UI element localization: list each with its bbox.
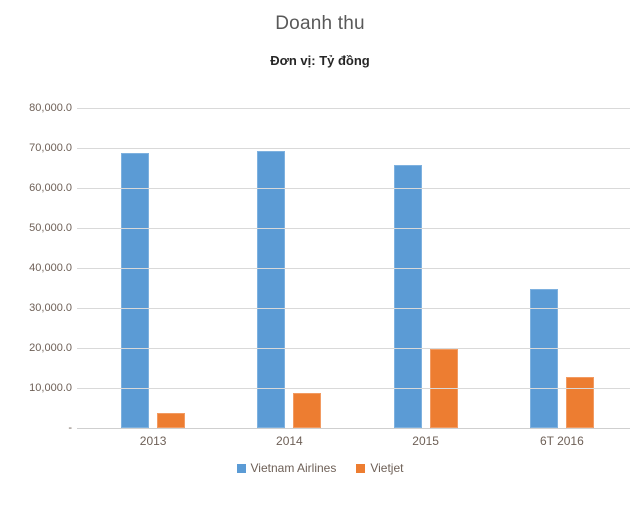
legend: Vietnam Airlines Vietjet	[0, 461, 640, 475]
y-tick-label: 20,000.0	[29, 342, 72, 354]
y-tick-label: 40,000.0	[29, 262, 72, 274]
y-tick-label: -	[68, 422, 72, 434]
legend-label: Vietjet	[370, 461, 404, 475]
y-tick-label: 60,000.0	[29, 182, 72, 194]
gridline	[77, 107, 630, 109]
y-tick-label: 70,000.0	[29, 142, 72, 154]
legend-item-vietnam-airlines: Vietnam Airlines	[236, 461, 337, 475]
y-tick-label: 10,000.0	[29, 382, 72, 394]
bar-vietjet-2013	[157, 412, 186, 428]
x-axis-labels: 2013 2014 2015 6T 2016	[85, 434, 630, 448]
x-tick-label: 6T 2016	[539, 434, 584, 448]
bar-vietnam-airlines-2015	[393, 164, 422, 428]
gridline	[77, 227, 630, 229]
bar-group-2014	[257, 108, 322, 428]
gridline	[77, 147, 630, 149]
y-tick-label: 50,000.0	[29, 222, 72, 234]
legend-label: Vietnam Airlines	[250, 461, 337, 475]
y-tick-label: 80,000.0	[29, 102, 72, 114]
chart-title: Doanh thu	[275, 13, 365, 34]
x-tick-label: 2015	[412, 434, 439, 448]
bar-vietnam-airlines-2014	[257, 151, 286, 428]
bar-group-6t-2016	[529, 108, 594, 428]
bar-vietnam-airlines-2013	[121, 152, 150, 428]
gridline	[77, 387, 630, 389]
x-tick-label: 2013	[139, 434, 167, 448]
gridline	[77, 347, 630, 349]
bar-vietnam-airlines-6t-2016	[529, 288, 558, 428]
bar-vietjet-6t-2016	[565, 377, 594, 428]
y-tick-label: 30,000.0	[29, 302, 72, 314]
bar-group-2013	[121, 108, 186, 428]
gridline	[77, 427, 630, 429]
x-tick-label: 2014	[276, 434, 303, 448]
gridline	[77, 187, 630, 189]
legend-item-vietjet: Vietjet	[356, 461, 403, 475]
plot-area	[77, 107, 630, 429]
bar-vietjet-2014	[293, 393, 322, 428]
gridline	[77, 267, 630, 269]
chart-subtitle: Đơn vị: Tỷ đồng	[270, 53, 370, 68]
legend-swatch-icon	[356, 463, 366, 473]
gridline	[77, 307, 630, 309]
legend-swatch-icon	[236, 463, 246, 473]
